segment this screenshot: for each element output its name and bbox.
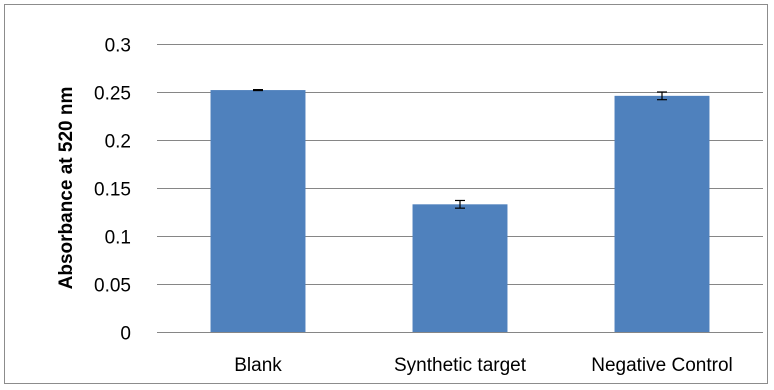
error-bars [253, 88, 667, 209]
y-tick-label: 0.1 [105, 228, 131, 249]
y-tick-label: 0.3 [105, 36, 131, 57]
bar [614, 95, 710, 332]
y-tick-label: 0.2 [105, 132, 131, 153]
bar [412, 204, 508, 332]
x-tick-label: Blank [234, 355, 282, 376]
y-tick-label: 0.05 [94, 276, 131, 297]
y-tick-label: 0 [120, 324, 131, 345]
x-tick-label: Negative Control [591, 355, 733, 376]
y-axis-title: Absorbance at 520 nm [56, 87, 77, 290]
y-tick-labels: 0 0.05 0.1 0.15 0.2 0.25 0.3 [94, 36, 131, 345]
y-tick-label: 0.15 [94, 180, 131, 201]
x-tick-label: Synthetic target [394, 355, 527, 376]
bar [210, 90, 306, 332]
y-tick-label: 0.25 [94, 84, 131, 105]
bars [210, 90, 710, 332]
x-tick-labels: Blank Synthetic target Negative Control [234, 355, 733, 376]
